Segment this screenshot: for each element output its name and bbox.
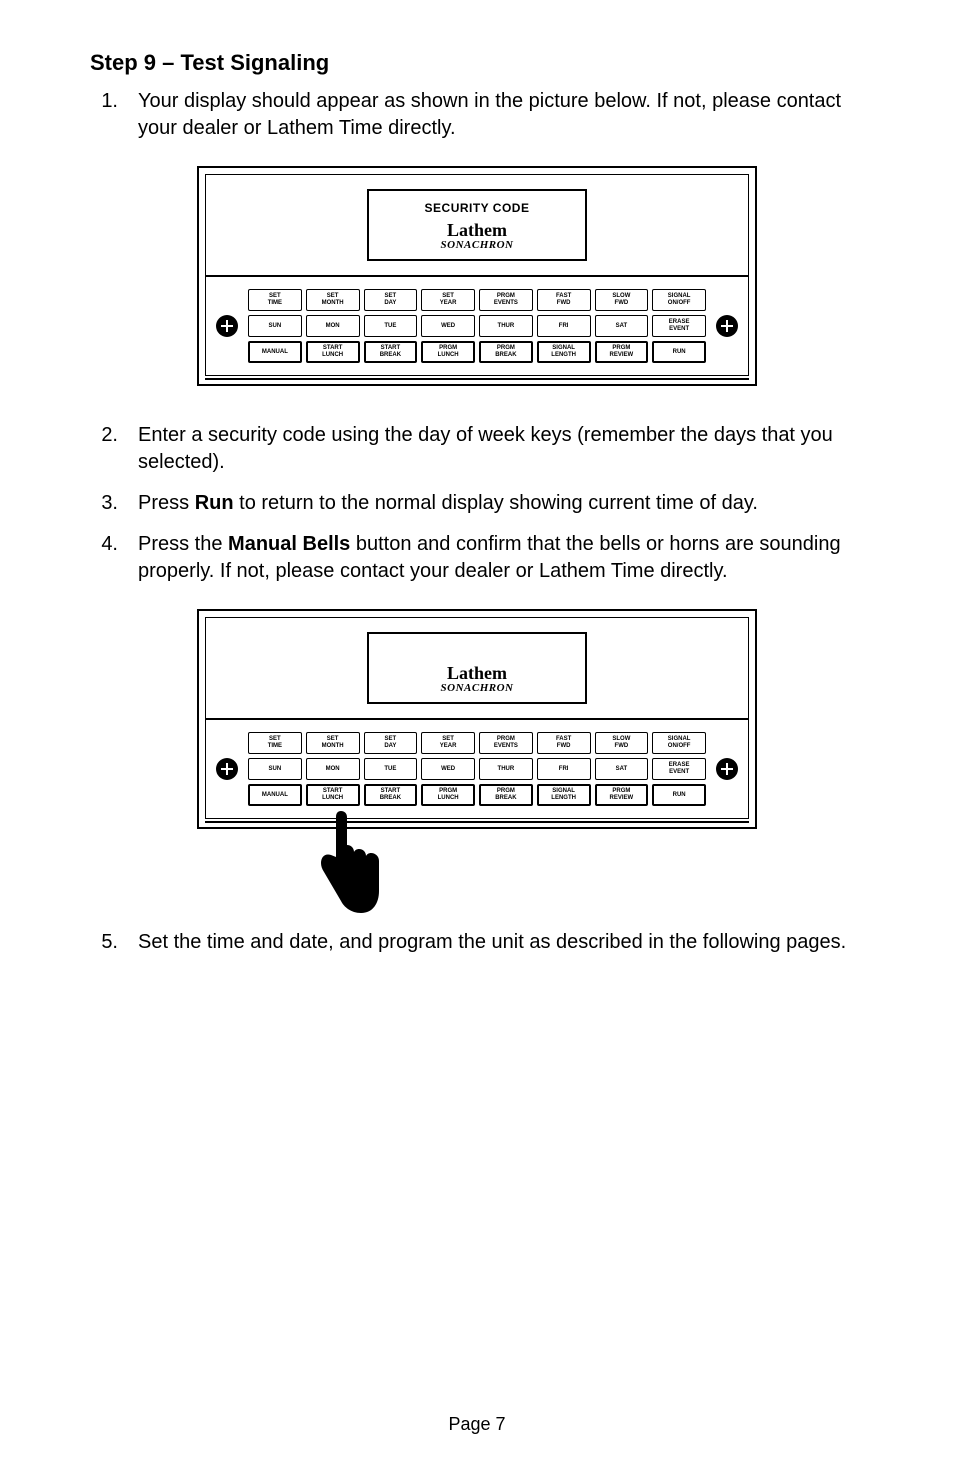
keypad-button[interactable]: SET MONTH	[306, 732, 360, 754]
keypad-button[interactable]: SET YEAR	[421, 289, 475, 311]
step-item: 4. Press the Manual Bells button and con…	[90, 531, 864, 585]
step-item: 2. Enter a security code using the day o…	[90, 422, 864, 476]
step-text: Press the Manual Bells button and confir…	[138, 531, 864, 585]
keypad-button[interactable]: FRI	[537, 315, 591, 337]
page-number: Page 7	[0, 1414, 954, 1435]
knob-right-icon	[716, 315, 738, 337]
keypad-button[interactable]: THUR	[479, 758, 533, 780]
keypad-button[interactable]: ERASE EVENT	[652, 758, 706, 780]
step-text: Set the time and date, and program the u…	[138, 929, 864, 956]
keypad-button[interactable]: PRGM BREAK	[479, 784, 533, 806]
keypad-button[interactable]: ERASE EVENT	[652, 315, 706, 337]
keypad-button[interactable]: RUN	[652, 341, 706, 363]
keypad-button[interactable]: MANUAL	[248, 784, 302, 806]
step-heading: Step 9 – Test Signaling	[90, 50, 864, 76]
keypad-button[interactable]: START LUNCH	[306, 784, 360, 806]
step-number: 5.	[90, 929, 118, 956]
keypad-button[interactable]: FRI	[537, 758, 591, 780]
keypad-button[interactable]: SET DAY	[364, 732, 418, 754]
step-number: 3.	[90, 490, 118, 517]
keypad-button[interactable]: SET TIME	[248, 732, 302, 754]
keypad-button[interactable]: SLOW FWD	[595, 732, 649, 754]
keypad-button[interactable]: WED	[421, 758, 475, 780]
keypad-button[interactable]: PRGM BREAK	[479, 341, 533, 363]
step-text: Press Run to return to the normal displa…	[138, 490, 864, 517]
keypad-button[interactable]: SIGNAL LENGTH	[537, 784, 591, 806]
display-frame: SECURITY CODE Lathem SONACHRON	[367, 189, 587, 261]
keypad-button[interactable]: THUR	[479, 315, 533, 337]
display-text: SECURITY CODE	[377, 201, 577, 215]
keypad-button[interactable]: SET TIME	[248, 289, 302, 311]
display-frame: Lathem SONACHRON	[367, 632, 587, 704]
step-text: Your display should appear as shown in t…	[138, 88, 864, 142]
keypad-button[interactable]: START LUNCH	[306, 341, 360, 363]
keypad-button[interactable]: MON	[306, 758, 360, 780]
keypad-button[interactable]: SUN	[248, 315, 302, 337]
keypad-button[interactable]: WED	[421, 315, 475, 337]
logo-sub: SONACHRON	[377, 682, 577, 694]
keypad-button[interactable]: SET YEAR	[421, 732, 475, 754]
keypad-button[interactable]: TUE	[364, 315, 418, 337]
pointer-hand-icon	[311, 811, 381, 921]
keypad-button[interactable]: START BREAK	[364, 341, 418, 363]
display-text	[377, 644, 577, 658]
keypad-button[interactable]: SAT	[595, 758, 649, 780]
keypad-button[interactable]: PRGM EVENTS	[479, 289, 533, 311]
knob-left-icon	[216, 315, 238, 337]
step-text: Enter a security code using the day of w…	[138, 422, 864, 476]
keypad-button[interactable]: PRGM REVIEW	[595, 341, 649, 363]
keypad: SET TIMESET MONTHSET DAYSET YEARPRGM EVE…	[248, 289, 706, 363]
keypad-button[interactable]: FAST FWD	[537, 732, 591, 754]
keypad-button[interactable]: PRGM LUNCH	[421, 341, 475, 363]
step-number: 4.	[90, 531, 118, 585]
step-number: 1.	[90, 88, 118, 142]
keypad-button[interactable]: SUN	[248, 758, 302, 780]
keypad-button[interactable]: TUE	[364, 758, 418, 780]
figure-security-code: SECURITY CODE Lathem SONACHRON SET TIMES…	[90, 166, 864, 386]
step-item: 3. Press Run to return to the normal dis…	[90, 490, 864, 517]
knob-left-icon	[216, 758, 238, 780]
keypad-button[interactable]: SAT	[595, 315, 649, 337]
step-item: 5. Set the time and date, and program th…	[90, 929, 864, 956]
logo-script: Lathem	[377, 221, 577, 239]
keypad-button[interactable]: PRGM REVIEW	[595, 784, 649, 806]
keypad-button[interactable]: PRGM LUNCH	[421, 784, 475, 806]
keypad-button[interactable]: START BREAK	[364, 784, 418, 806]
keypad-button[interactable]: SIGNAL LENGTH	[537, 341, 591, 363]
keypad-button[interactable]: PRGM EVENTS	[479, 732, 533, 754]
step-number: 2.	[90, 422, 118, 476]
keypad: SET TIMESET MONTHSET DAYSET YEARPRGM EVE…	[248, 732, 706, 806]
keypad-button[interactable]: SIGNAL ON/OFF	[652, 732, 706, 754]
knob-right-icon	[716, 758, 738, 780]
logo-sub: SONACHRON	[377, 239, 577, 251]
keypad-button[interactable]: SIGNAL ON/OFF	[652, 289, 706, 311]
keypad-button[interactable]: MON	[306, 315, 360, 337]
logo-script: Lathem	[377, 664, 577, 682]
keypad-button[interactable]: SET DAY	[364, 289, 418, 311]
keypad-button[interactable]: RUN	[652, 784, 706, 806]
keypad-button[interactable]: MANUAL	[248, 341, 302, 363]
keypad-button[interactable]: FAST FWD	[537, 289, 591, 311]
figure-manual-bells: Lathem SONACHRON SET TIMESET MONTHSET DA…	[90, 609, 864, 829]
keypad-button[interactable]: SLOW FWD	[595, 289, 649, 311]
keypad-button[interactable]: SET MONTH	[306, 289, 360, 311]
step-item: 1. Your display should appear as shown i…	[90, 88, 864, 142]
device-panel: Lathem SONACHRON SET TIMESET MONTHSET DA…	[197, 609, 757, 829]
device-panel: SECURITY CODE Lathem SONACHRON SET TIMES…	[197, 166, 757, 386]
